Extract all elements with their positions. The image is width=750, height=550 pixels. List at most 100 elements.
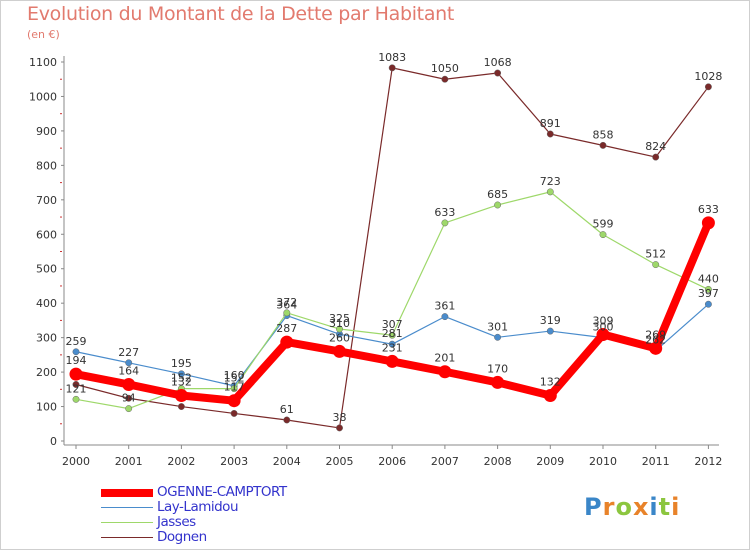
x-tick-label: 2005 — [326, 455, 354, 468]
data-label: 361 — [434, 300, 455, 313]
data-label: 231 — [382, 341, 403, 354]
data-point — [441, 313, 449, 321]
data-label: 152 — [171, 372, 192, 385]
data-label: 325 — [329, 312, 350, 325]
data-point — [441, 75, 449, 83]
data-point — [125, 359, 133, 367]
data-label: 372 — [276, 296, 297, 309]
data-point — [599, 231, 607, 239]
logo-letter: o — [615, 493, 633, 521]
logo-letter: i — [671, 493, 681, 521]
y-tick-label: 200 — [36, 366, 57, 379]
data-point — [546, 188, 554, 196]
x-tick-label: 2001 — [115, 455, 143, 468]
data-point — [336, 325, 343, 333]
data-point — [649, 341, 663, 355]
data-label: 1028 — [694, 70, 722, 83]
data-label: 287 — [276, 322, 297, 335]
y-tick-label: 800 — [36, 159, 57, 172]
series-lines — [69, 64, 715, 432]
data-label: 132 — [171, 376, 192, 389]
data-label: 1068 — [484, 56, 512, 69]
x-tick-label: 2002 — [167, 455, 195, 468]
y-tick-label: 1100 — [29, 56, 57, 69]
x-tick-label: 2012 — [694, 455, 722, 468]
data-label: 262 — [645, 334, 666, 347]
y-tick-label: 1000 — [29, 90, 57, 103]
data-label: 259 — [66, 335, 87, 348]
data-point — [438, 365, 452, 379]
data-point — [125, 405, 133, 413]
legend-label: Lay-Lamidou — [157, 499, 239, 515]
axes: 0 100 200 300 400 500 600 700 800 900 1000 1100 2000… — [29, 56, 722, 468]
x-tick-label: 2009 — [536, 455, 564, 468]
y-minor-tick — [60, 251, 62, 252]
data-point — [280, 335, 294, 349]
data-label: 310 — [329, 317, 350, 330]
logo-letter: x — [632, 493, 650, 521]
legend-swatch — [101, 507, 153, 508]
data-point — [494, 201, 502, 209]
data-label: 723 — [540, 175, 561, 188]
data-point — [69, 367, 83, 381]
y-tick-label: 0 — [50, 435, 57, 448]
data-point — [174, 389, 188, 403]
y-tick-label: 900 — [36, 125, 57, 138]
data-point — [494, 69, 502, 77]
data-point — [72, 348, 80, 356]
data-label: 260 — [329, 331, 350, 344]
x-tick-label: 2003 — [220, 455, 248, 468]
data-point — [704, 83, 712, 91]
data-label: 160 — [224, 369, 245, 382]
data-point — [388, 331, 396, 339]
logo-letter: t — [658, 493, 672, 521]
data-label: 599 — [593, 218, 614, 231]
data-label: 633 — [434, 206, 455, 219]
data-point — [72, 381, 80, 388]
legend-label: Jasses — [157, 514, 196, 530]
data-point — [177, 403, 185, 410]
data-label: 117 — [224, 381, 245, 394]
data-label: 269 — [645, 328, 666, 341]
data-label: 227 — [118, 346, 139, 359]
data-label: 194 — [66, 354, 87, 367]
data-point — [333, 344, 346, 358]
data-point — [230, 409, 238, 417]
data-point — [599, 141, 607, 149]
y-minor-tick — [60, 354, 62, 356]
data-label: 440 — [698, 272, 719, 285]
y-tick-label: 600 — [36, 228, 57, 241]
x-tick-label: 2006 — [378, 455, 406, 468]
data-point — [388, 340, 396, 348]
legend-label: OGENNE-CAMPTORT — [157, 484, 287, 500]
data-point — [283, 416, 291, 424]
data-label: 891 — [540, 117, 561, 130]
data-label: 397 — [698, 287, 719, 300]
data-point — [704, 285, 712, 293]
data-label: 281 — [382, 327, 403, 340]
logo-letter: i — [649, 493, 659, 521]
data-label: 132 — [540, 376, 561, 389]
data-label: 38 — [333, 411, 347, 424]
data-label: 512 — [645, 248, 666, 261]
data-label: 195 — [171, 357, 192, 370]
data-label: 307 — [382, 318, 403, 331]
data-point — [72, 395, 80, 403]
x-tick-label: 2011 — [642, 455, 670, 468]
data-label: 121 — [66, 382, 87, 395]
x-tick-label: 2000 — [62, 455, 90, 468]
data-point — [704, 300, 712, 308]
data-label: 309 — [593, 315, 614, 328]
data-label: 685 — [487, 188, 508, 201]
data-point — [652, 153, 660, 161]
data-point — [546, 130, 554, 138]
data-point — [494, 333, 502, 341]
y-minor-tick — [60, 388, 62, 390]
data-point — [701, 216, 715, 230]
data-point — [596, 328, 610, 342]
data-point — [125, 394, 133, 402]
legend-swatch — [101, 489, 153, 497]
y-minor-tick — [60, 182, 62, 184]
y-minor-tick — [60, 319, 62, 321]
